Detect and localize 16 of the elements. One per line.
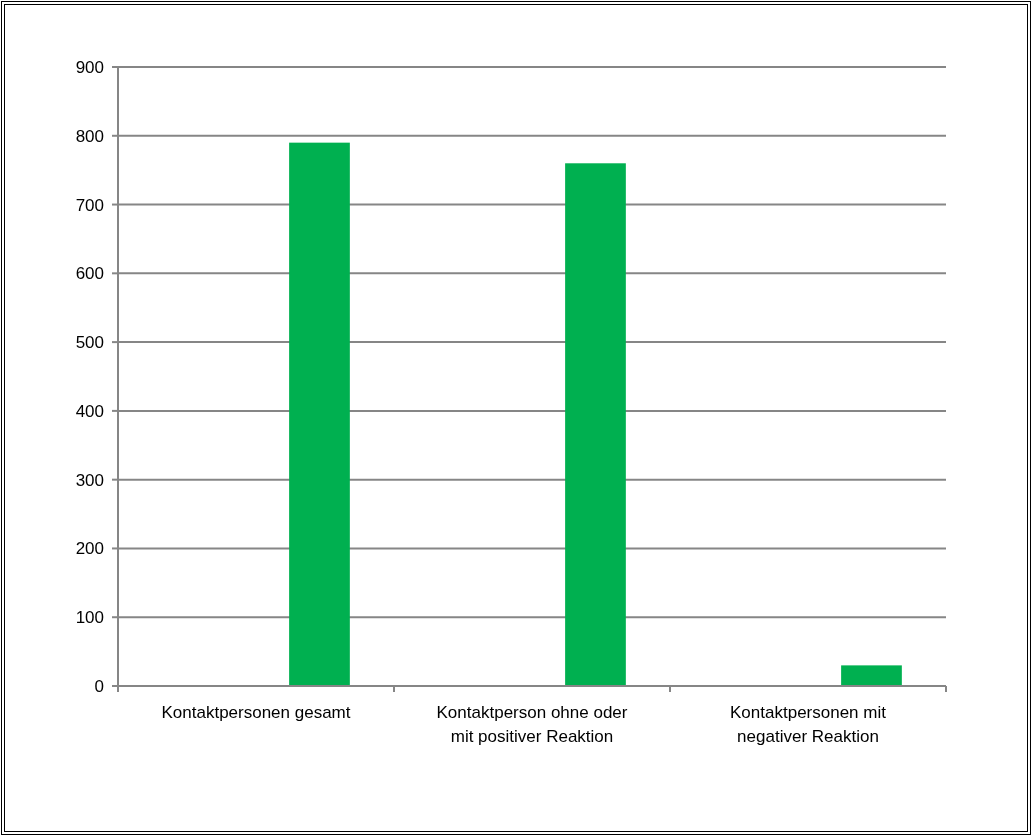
x-tick-label: Kontaktpersonen mit negativer Reaktion (730, 703, 887, 746)
bar (841, 665, 902, 686)
y-tick-label: 400 (75, 401, 104, 421)
y-tick-label: 300 (75, 470, 104, 490)
bar (565, 163, 626, 686)
y-tick-label: 700 (75, 195, 104, 215)
y-tick-label: 600 (75, 264, 104, 284)
y-tick-label: 800 (75, 126, 104, 146)
bar (289, 142, 350, 686)
y-tick-label: 0 (94, 676, 104, 696)
y-tick-label: 500 (75, 333, 104, 353)
x-tick-label: Kontaktpersonen gesamt (161, 703, 351, 722)
y-tick-label: 900 (75, 57, 104, 77)
y-tick-label: 200 (75, 539, 104, 559)
y-tick-label: 100 (75, 608, 104, 628)
x-tick-label: Kontaktperson ohne oder mit positiver Reaktion (436, 703, 628, 746)
